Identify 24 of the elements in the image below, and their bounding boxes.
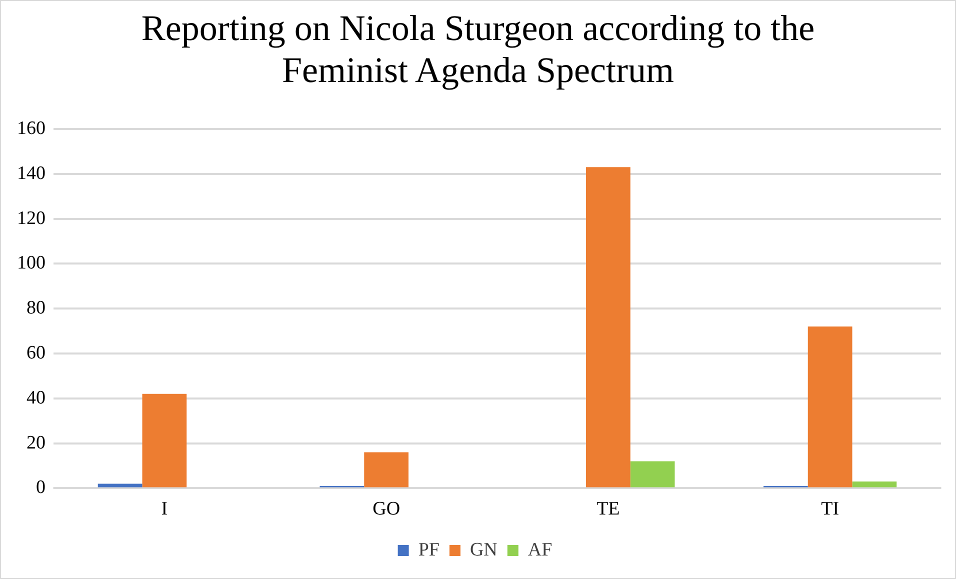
bar (852, 481, 897, 488)
bar (586, 167, 630, 488)
y-tick-label: 120 (17, 208, 46, 229)
y-tick-label: 0 (36, 477, 46, 498)
chart-title: Reporting on Nicola Sturgeon according to the Feminist Agenda Spectrum (140, 7, 816, 91)
bar (808, 326, 852, 488)
y-tick-label: 140 (17, 162, 46, 184)
y-tick-label: 40 (26, 387, 46, 408)
x-tick-label: GO (372, 498, 400, 520)
bar (364, 452, 408, 488)
bar (142, 394, 187, 488)
bar (98, 484, 142, 488)
y-tick-label: 160 (17, 118, 46, 139)
legend-label: PF (418, 539, 440, 560)
legend-label: GN (470, 539, 498, 560)
x-tick-label: I (161, 498, 168, 520)
y-tick-label: 20 (26, 432, 46, 454)
y-tick-label: 100 (17, 252, 46, 274)
y-tick-label: 80 (26, 298, 46, 319)
legend-label: AF (528, 539, 552, 560)
bar (630, 461, 675, 488)
x-tick-label: TI (821, 498, 840, 520)
y-tick-label: 60 (26, 342, 46, 364)
x-tick-label: TE (596, 498, 620, 520)
